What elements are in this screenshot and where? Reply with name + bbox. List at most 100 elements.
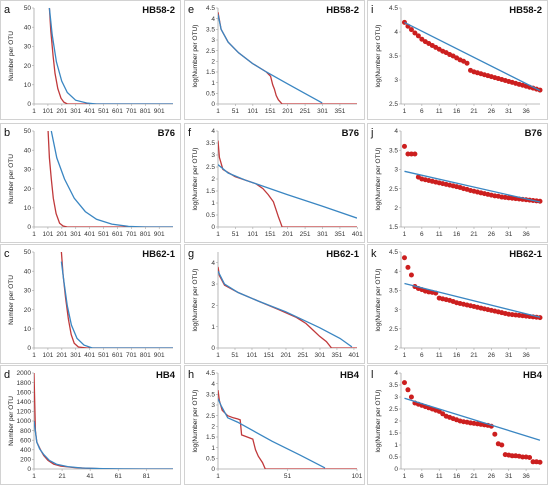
series-line-blue — [60, 261, 173, 348]
series-line-blue — [48, 7, 173, 104]
y-tick-label: 4 — [211, 16, 215, 23]
x-tick-label: 1 — [32, 473, 36, 480]
x-tick-label: 1 — [403, 231, 407, 238]
panel-letter: b — [4, 127, 10, 139]
y-tick-label: 30 — [24, 44, 32, 51]
y-tick-label: 20 — [24, 63, 32, 70]
x-tick-label: 151 — [265, 108, 276, 115]
y-axis-label: log(Number per OTU) — [192, 25, 199, 88]
panel-letter: l — [371, 369, 373, 381]
y-tick-label: 1 — [394, 442, 398, 449]
y-tick-label: 2 — [211, 59, 215, 66]
x-tick-label: 1 — [403, 108, 407, 115]
y-axis-label: log(Number per OTU) — [192, 269, 199, 332]
x-tick-label: 1 — [216, 473, 220, 480]
data-point — [408, 151, 414, 157]
x-tick-label: 151 — [265, 231, 276, 238]
x-tick-label: 51 — [232, 231, 240, 238]
y-tick-label: 1.5 — [206, 188, 215, 195]
y-tick-label: 3.5 — [389, 53, 398, 60]
sample-label: HB4 — [523, 370, 543, 381]
x-tick-label: 26 — [488, 352, 496, 359]
x-tick-label: 301 — [315, 352, 326, 359]
y-tick-label: 1.5 — [389, 430, 398, 437]
data-point — [415, 33, 421, 39]
x-tick-label: 16 — [453, 231, 461, 238]
panel-letter: e — [188, 4, 194, 16]
y-tick-label: 3 — [394, 307, 398, 314]
data-point — [412, 151, 418, 157]
fit-line — [404, 21, 541, 92]
x-tick-label: 301 — [70, 231, 81, 238]
x-tick-label: 201 — [282, 108, 293, 115]
y-axis-label: log(Number per OTU) — [375, 390, 382, 453]
x-tick-label: 36 — [522, 473, 530, 480]
x-tick-label: 26 — [488, 108, 496, 115]
data-point — [401, 255, 407, 261]
x-tick-label: 6 — [420, 352, 424, 359]
y-tick-label: 4.5 — [389, 5, 398, 12]
y-tick-label: 0.5 — [206, 91, 215, 98]
y-tick-label: 0 — [27, 224, 31, 231]
data-point — [530, 459, 536, 465]
x-tick-label: 151 — [264, 352, 275, 359]
x-tick-label: 6 — [420, 473, 424, 480]
y-tick-label: 2.5 — [206, 413, 215, 420]
y-tick-label: 0 — [27, 101, 31, 108]
series-line-blue — [218, 270, 353, 348]
x-tick-label: 201 — [56, 352, 67, 359]
x-tick-label: 601 — [112, 231, 123, 238]
x-tick-label: 11 — [436, 473, 443, 480]
data-point — [405, 151, 411, 157]
panel-letter: h — [188, 369, 194, 381]
x-tick-label: 101 — [42, 231, 53, 238]
x-tick-label: 101 — [247, 352, 258, 359]
data-point — [537, 459, 543, 465]
y-tick-label: 30 — [24, 288, 32, 295]
x-tick-label: 901 — [154, 352, 165, 359]
panel-border — [184, 0, 365, 120]
data-point — [520, 454, 526, 460]
y-tick-label: 50 — [24, 249, 32, 256]
x-tick-label: 101 — [247, 108, 258, 115]
panel-f: 00.511.522.533.541 51 101 151 201 251 301 351 40… — [184, 123, 365, 243]
x-tick-label: 16 — [453, 473, 461, 480]
y-tick-label: 4 — [394, 128, 398, 135]
x-tick-label: 201 — [282, 231, 293, 238]
y-axis-label: Number per OTU — [8, 396, 15, 446]
x-tick-label: 1 — [32, 352, 36, 359]
y-tick-label: 2 — [394, 205, 398, 212]
x-tick-label: 401 — [84, 231, 95, 238]
sample-label: B76 — [158, 128, 175, 139]
panel-letter: d — [4, 369, 10, 381]
y-tick-label: 3.5 — [206, 27, 215, 34]
x-tick-label: 501 — [98, 108, 109, 115]
y-tick-label: 2.5 — [206, 48, 215, 55]
data-point — [401, 380, 407, 386]
y-tick-label: 1600 — [17, 389, 32, 396]
x-tick-label: 601 — [112, 108, 123, 115]
y-tick-label: 3 — [394, 394, 398, 401]
sample-label: HB4 — [340, 370, 360, 381]
x-tick-label: 251 — [300, 108, 311, 115]
y-tick-label: 1 — [211, 324, 215, 331]
y-tick-label: 2 — [211, 176, 215, 183]
y-axis-label: Number per OTU — [8, 154, 15, 204]
panel-letter: k — [371, 248, 377, 260]
y-tick-label: 20 — [24, 186, 32, 193]
data-point — [537, 315, 543, 321]
y-tick-label: 800 — [20, 428, 31, 435]
y-tick-label: 10 — [24, 82, 32, 89]
y-axis-label: log(Number per OTU) — [192, 390, 199, 453]
x-tick-label: 31 — [505, 352, 513, 359]
y-tick-label: 1.5 — [206, 434, 215, 441]
x-tick-label: 401 — [84, 108, 95, 115]
data-point — [436, 408, 442, 414]
x-tick-label: 21 — [470, 473, 478, 480]
y-tick-label: 4 — [394, 370, 398, 377]
y-tick-label: 1.5 — [389, 224, 398, 231]
panel-letter: c — [4, 248, 10, 260]
y-tick-label: 2000 — [17, 370, 32, 377]
